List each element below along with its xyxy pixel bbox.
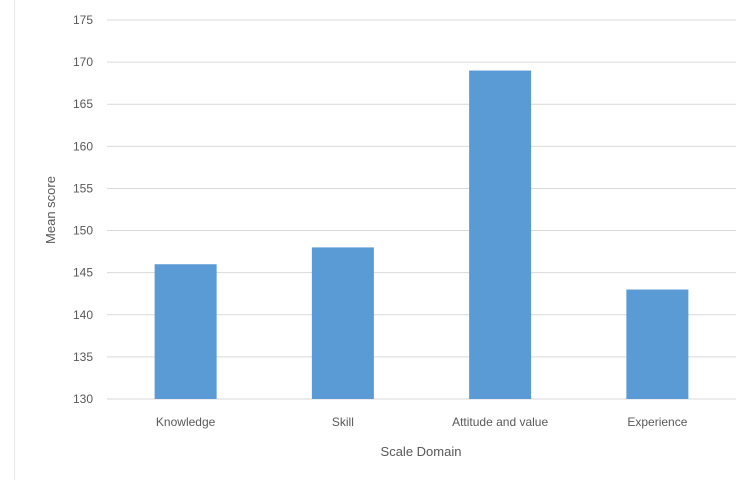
bar-knowledge <box>154 264 217 399</box>
y-tick-label: 130 <box>73 392 93 406</box>
y-tick-label: 140 <box>73 308 93 322</box>
y-tick-label: 155 <box>73 181 93 195</box>
x-tick-labels: Knowledge Skill Attitude and value Experien… <box>156 415 688 429</box>
x-tick-label: Knowledge <box>156 415 216 429</box>
y-axis-title: Mean score <box>43 176 58 244</box>
y-tick-label: 145 <box>73 266 93 280</box>
bar-skill <box>311 247 374 399</box>
x-axis-title: Scale Domain <box>381 444 462 459</box>
bar-attitude-and-value <box>469 70 532 400</box>
bars <box>154 70 689 400</box>
x-tick-label: Attitude and value <box>452 415 548 429</box>
x-tick-label: Experience <box>627 415 687 429</box>
left-border-line <box>14 0 15 480</box>
y-tick-label: 170 <box>73 55 93 69</box>
bar-experience <box>626 289 689 399</box>
x-tick-label: Skill <box>332 415 354 429</box>
y-tick-label: 175 <box>73 13 93 27</box>
y-tick-label: 165 <box>73 97 93 111</box>
y-tick-label: 135 <box>73 350 93 364</box>
y-tick-label: 150 <box>73 224 93 238</box>
y-tick-label: 160 <box>73 139 93 153</box>
y-tick-labels: 130 135 140 145 150 155 160 165 170 175 <box>73 13 93 406</box>
